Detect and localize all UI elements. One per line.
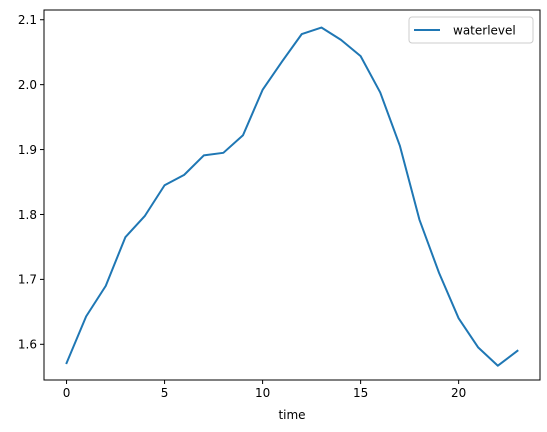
series-line-waterlevel	[65, 26, 519, 367]
x-tick-label: 0	[63, 386, 71, 400]
y-tick-label: 2.0	[18, 78, 37, 92]
y-tick-label: 2.1	[18, 13, 37, 27]
legend: waterlevel	[408, 16, 534, 44]
y-tick-label: 1.9	[18, 143, 37, 157]
y-tick-label: 1.6	[18, 338, 37, 352]
y-axis: 1.6 1.7 1.8 1.9 2.0 2.1	[18, 13, 44, 352]
x-tick-label: 20	[451, 386, 466, 400]
y-tick-label: 1.8	[18, 208, 37, 222]
x-tick-label: 15	[353, 386, 368, 400]
series-layer	[65, 26, 519, 367]
plot-frame	[43, 9, 541, 381]
x-tick-label: 5	[161, 386, 169, 400]
y-tick-label: 1.7	[18, 273, 37, 287]
x-axis: 0 5 10 15 20	[63, 380, 466, 400]
legend-box	[408, 16, 534, 44]
x-axis-label: time	[278, 408, 305, 422]
x-tick-label: 10	[255, 386, 270, 400]
legend-label: waterlevel	[453, 24, 516, 38]
